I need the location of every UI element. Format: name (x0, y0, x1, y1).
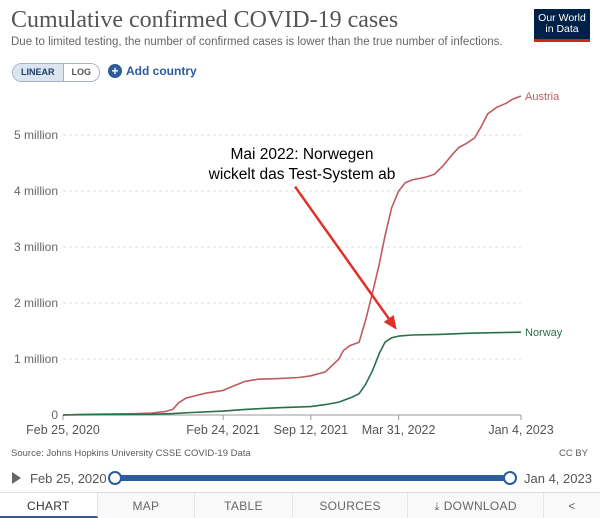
timeline: Feb 25, 2020 Jan 4, 2023 (0, 466, 600, 490)
y-tick-label: 2 million (14, 296, 58, 310)
play-icon[interactable] (12, 472, 21, 484)
y-tick-label: 3 million (14, 240, 58, 254)
tab-download[interactable]: ⤓ DOWNLOAD (408, 493, 544, 518)
x-tick-label: Mar 31, 2022 (362, 423, 436, 437)
license-link[interactable]: CC BY (558, 448, 588, 459)
chart-subtitle: Due to limited testing, the number of co… (11, 36, 503, 48)
timeline-end-label: Jan 4, 2023 (524, 471, 592, 486)
y-tick-label: 0 (51, 408, 58, 422)
axis-layer: 0 1 million 2 million 3 million 4 million 5 m… (14, 128, 554, 437)
y-tick-label: 1 million (14, 352, 58, 366)
annotation-layer: Mai 2022: Norwegen wickelt das Test-Syste… (208, 146, 397, 330)
x-tick-label: Sep 12, 2021 (274, 423, 348, 437)
add-country-label: Add country (126, 64, 197, 78)
chart-title: Cumulative confirmed COVID-19 cases (11, 7, 399, 33)
share-icon: < (568, 499, 576, 513)
y-tick-label: 5 million (14, 128, 58, 142)
download-icon: ⤓ (434, 501, 440, 513)
x-tick-label: Feb 24, 2021 (186, 423, 260, 437)
annotation-line-1: Mai 2022: Norwegen (230, 146, 373, 163)
series-line-austria[interactable] (62, 95, 522, 416)
tab-sources[interactable]: SOURCES (292, 493, 409, 518)
timeline-start-label: Feb 25, 2020 (30, 471, 107, 486)
owid-logo[interactable]: Our World in Data (534, 9, 590, 42)
log-scale-button[interactable]: LOG (63, 64, 99, 81)
share-button[interactable]: < (543, 493, 600, 518)
add-country-button[interactable]: + Add country (108, 64, 197, 78)
source-link[interactable]: Source: Johns Hopkins University CSSE CO… (11, 448, 251, 459)
series-line-norway[interactable] (62, 331, 522, 416)
linear-scale-button[interactable]: LINEAR (13, 64, 64, 81)
tab-chart[interactable]: CHART (0, 493, 98, 518)
grid-layer (63, 134, 521, 360)
series-label-austria[interactable]: Austria (525, 91, 560, 103)
timeline-start-handle[interactable] (108, 471, 122, 485)
timeline-track[interactable] (116, 475, 511, 481)
tab-download-label: DOWNLOAD (443, 499, 517, 513)
tab-table[interactable]: TABLE (195, 493, 293, 518)
series-label-norway[interactable]: Norway (525, 327, 563, 339)
tab-map[interactable]: MAP (97, 493, 196, 518)
y-tick-label: 4 million (14, 184, 58, 198)
logo-line-1: Our World (538, 12, 586, 24)
plus-circle-icon: + (108, 64, 122, 78)
timeline-end-handle[interactable] (503, 471, 517, 485)
series-layer: Austria Norway (62, 91, 563, 416)
annotation-arrow (294, 185, 390, 320)
line-chart: 0 1 million 2 million 3 million 4 million 5 m… (14, 91, 563, 437)
annotation-arrowhead (383, 315, 397, 330)
tab-bar: CHART MAP TABLE SOURCES ⤓ DOWNLOAD < (0, 492, 600, 518)
scale-toggle: LINEAR LOG (12, 63, 100, 82)
annotation-line-2: wickelt das Test-System ab (208, 166, 396, 183)
logo-line-2: in Data (545, 23, 579, 35)
x-tick-label: Feb 25, 2020 (26, 423, 100, 437)
x-tick-label: Jan 4, 2023 (488, 423, 553, 437)
